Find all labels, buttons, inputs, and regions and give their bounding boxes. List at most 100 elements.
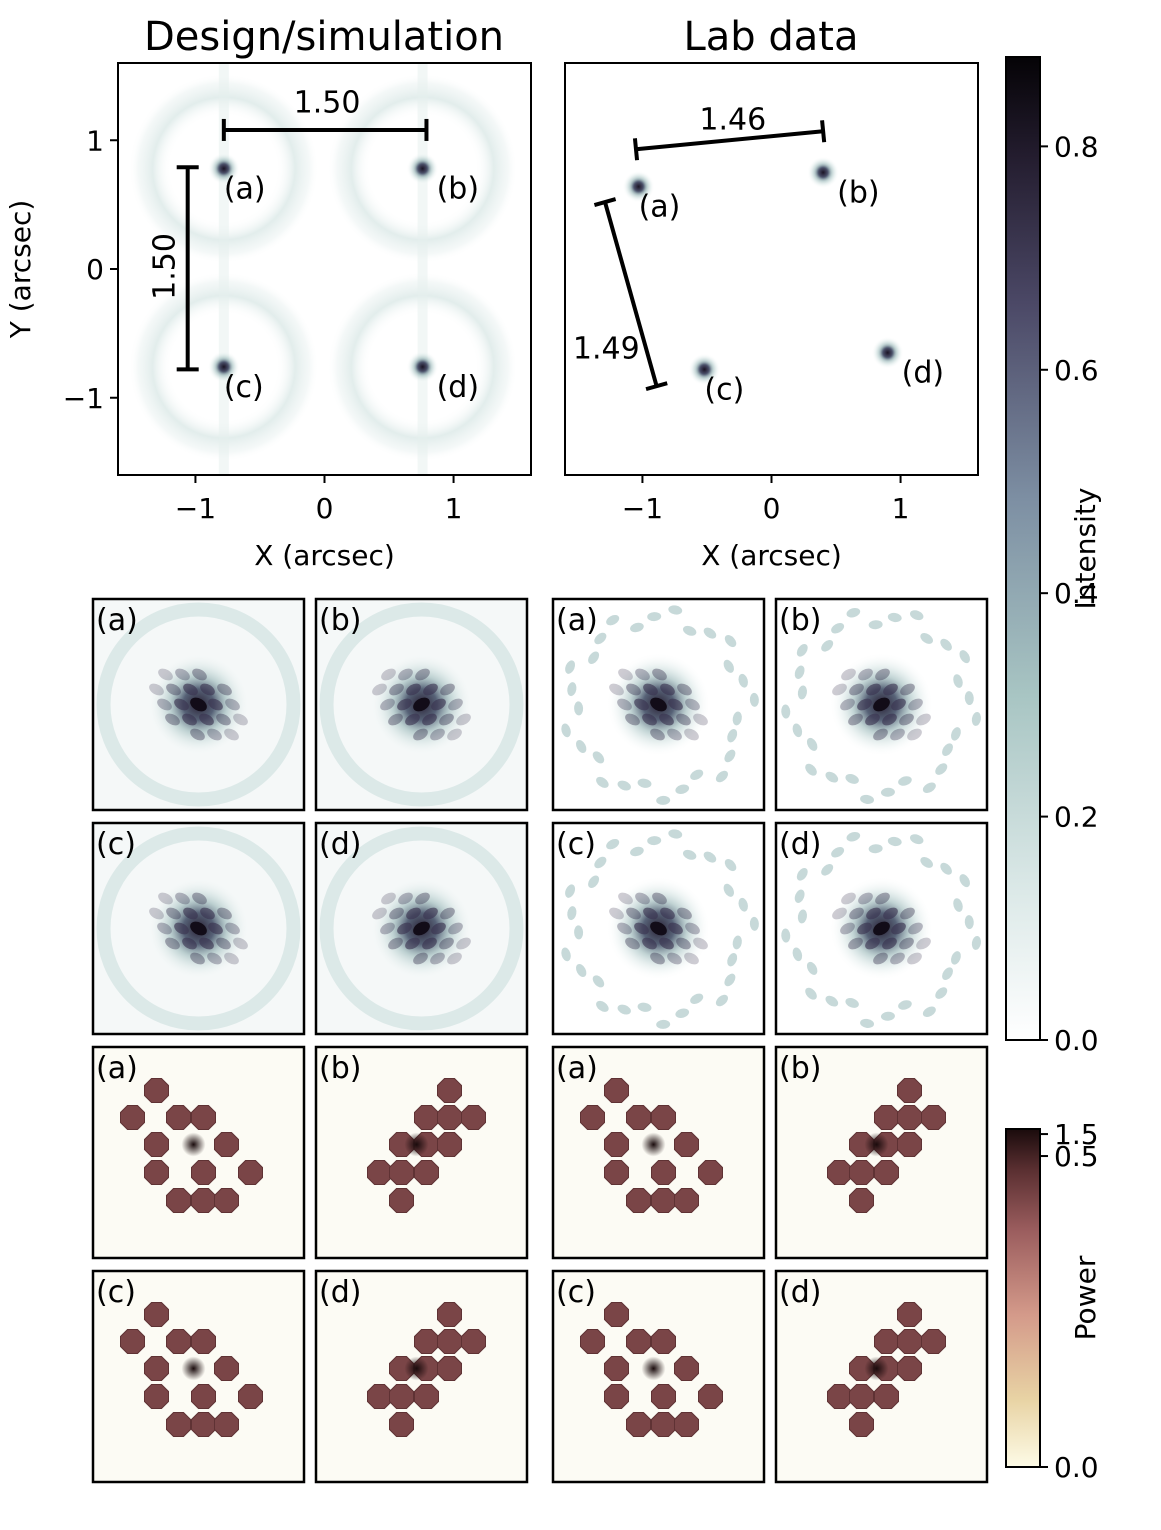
segment bbox=[651, 1412, 676, 1437]
psf-lobe bbox=[190, 952, 205, 965]
psf-lobe bbox=[908, 922, 923, 935]
psf-lobe bbox=[183, 683, 198, 696]
psf-core-1 bbox=[816, 165, 831, 180]
segment bbox=[698, 1160, 723, 1185]
panel-frame bbox=[314, 1269, 529, 1484]
intensity-colorbar: 0.0 0.2 0.4 0.6 0.8 Intensity bbox=[1005, 56, 1102, 1057]
pupil-panel: (c) bbox=[91, 1269, 306, 1484]
psf-lobe bbox=[634, 698, 649, 711]
panel-frame bbox=[774, 1045, 989, 1260]
speckle bbox=[727, 952, 738, 967]
psf-lobe bbox=[405, 713, 420, 726]
speckle bbox=[868, 844, 883, 854]
psf-lobe bbox=[389, 683, 404, 696]
segment bbox=[461, 1105, 486, 1130]
panel-letter: (c) bbox=[96, 827, 136, 862]
psf-lobe bbox=[676, 713, 691, 726]
speckle bbox=[682, 849, 697, 860]
psf-lobe bbox=[439, 713, 454, 726]
segment bbox=[626, 1329, 651, 1354]
panel-frame bbox=[551, 821, 766, 1036]
psf-lobe bbox=[224, 952, 239, 965]
x-axis-label: X (arcsec) bbox=[254, 539, 395, 572]
psf-lobe bbox=[873, 952, 888, 965]
psf-core-0 bbox=[216, 161, 231, 176]
colorbar-tick-label: 0.0 bbox=[1054, 1451, 1099, 1484]
psf-lobe bbox=[398, 668, 413, 681]
segment bbox=[238, 1160, 263, 1185]
psf-lobe bbox=[166, 907, 181, 920]
psf-lobe bbox=[216, 713, 231, 726]
psf-lobe bbox=[650, 728, 665, 741]
y-tick-label: −1 bbox=[63, 382, 104, 415]
psf-lobe bbox=[840, 922, 855, 935]
pupil-panel: (a) bbox=[91, 1045, 306, 1260]
psf-core-0 bbox=[631, 179, 646, 194]
psf-lobe bbox=[626, 683, 641, 696]
speckle bbox=[909, 610, 924, 621]
segment bbox=[897, 1132, 922, 1157]
power-colorbar: 0.0 0.51.5 Power bbox=[1005, 1118, 1102, 1484]
psf-lobe bbox=[174, 922, 189, 935]
segment bbox=[674, 1412, 699, 1437]
speckle bbox=[898, 776, 912, 786]
speckle bbox=[971, 712, 981, 726]
psf-peak bbox=[873, 921, 890, 936]
separation-cap bbox=[645, 381, 668, 392]
psf-lobe bbox=[866, 907, 881, 920]
psf-lobe bbox=[693, 713, 708, 726]
speckle bbox=[565, 660, 576, 674]
speckle bbox=[727, 728, 738, 743]
segment bbox=[674, 1132, 699, 1157]
psf-zoom-panel: (c) bbox=[551, 821, 766, 1036]
psf-lobe bbox=[413, 728, 428, 741]
speckle bbox=[561, 947, 571, 962]
segment bbox=[897, 1356, 922, 1381]
speckle bbox=[675, 784, 690, 794]
segment bbox=[921, 1105, 946, 1130]
point-label: (a) bbox=[224, 172, 266, 207]
psf-lobe bbox=[848, 713, 863, 726]
psf-lobe bbox=[157, 922, 172, 935]
psf-lobe bbox=[158, 892, 173, 905]
psf-lobe bbox=[217, 907, 232, 920]
segment bbox=[144, 1160, 169, 1185]
segment bbox=[214, 1188, 239, 1213]
segment bbox=[874, 1105, 899, 1130]
segment bbox=[238, 1384, 263, 1409]
psf-lobe bbox=[618, 892, 633, 905]
speckle bbox=[860, 1018, 874, 1028]
speckle bbox=[647, 836, 662, 846]
separation-line bbox=[635, 129, 824, 152]
psf-core-2 bbox=[697, 362, 712, 377]
psf-lobe bbox=[423, 683, 438, 696]
psf-lobe bbox=[652, 668, 667, 681]
segment bbox=[166, 1188, 191, 1213]
psf-lobe bbox=[857, 922, 872, 935]
psf-lobe bbox=[207, 952, 222, 965]
speckle bbox=[880, 1011, 895, 1021]
lab-overview-plot: (a) (b) (c) (d) 1.46 1.49 −1 0 1 X (arcsec) bbox=[564, 62, 979, 572]
psf-lobe bbox=[899, 713, 914, 726]
outer-ring bbox=[319, 826, 524, 1031]
segment bbox=[604, 1384, 629, 1409]
psf-lobe bbox=[192, 892, 207, 905]
segment bbox=[191, 1384, 216, 1409]
psf-lobe bbox=[413, 952, 428, 965]
x-tick-label: −1 bbox=[175, 492, 216, 525]
separation-line bbox=[603, 201, 659, 387]
segment-peak bbox=[641, 1356, 666, 1381]
segment bbox=[120, 1329, 145, 1354]
speckle bbox=[594, 632, 607, 645]
speckle bbox=[575, 739, 587, 754]
panel-letter: (d) bbox=[779, 1275, 821, 1310]
psf-lobe bbox=[388, 713, 403, 726]
separation-cap bbox=[632, 138, 640, 161]
segment bbox=[897, 1078, 922, 1103]
psf-lobe bbox=[158, 668, 173, 681]
psf-lobe bbox=[858, 668, 873, 681]
psf-lobe bbox=[430, 952, 445, 965]
psf-lobe bbox=[406, 683, 421, 696]
panel-letter: (b) bbox=[319, 603, 361, 638]
